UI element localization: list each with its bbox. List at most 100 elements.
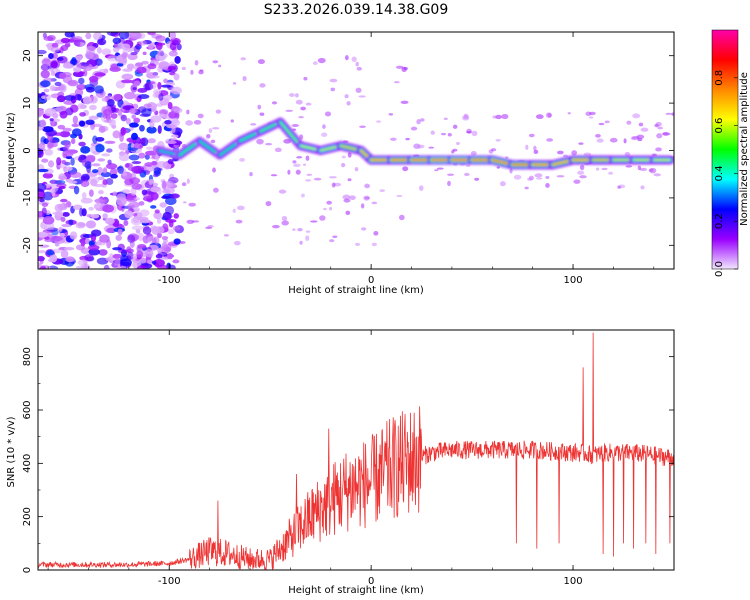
snr-x-label: Height of straight line (km) — [288, 585, 424, 596]
spectrogram-noise-cell — [651, 153, 657, 157]
spectrogram-noise-cell — [292, 160, 297, 164]
spectrogram-noise-cell — [47, 142, 54, 149]
spectrogram-noise-cell — [60, 216, 66, 222]
spectrogram-noise-cell — [257, 59, 265, 65]
spectrogram-noise-cell — [447, 132, 452, 137]
spectrogram-noise-cell — [112, 247, 123, 251]
spectrogram-noise-cell — [38, 250, 47, 254]
spectrogram-noise-cell — [38, 49, 47, 55]
spectrogram-noise-cell — [165, 219, 177, 223]
spectrogram-noise-cell — [402, 166, 409, 172]
spectrogram-noise-cell — [120, 43, 131, 50]
spectrogram-noise-cell — [85, 86, 95, 93]
spectrogram-noise-cell — [108, 118, 116, 127]
spectrogram-noise-cell — [657, 126, 663, 130]
spectrogram-noise-cell — [58, 72, 67, 79]
spectrogram-noise-cell — [249, 171, 253, 177]
spectrogram-noise-cell — [630, 136, 638, 141]
spectrogram-noise-cell — [223, 234, 229, 237]
spectrogram-noise-cell — [148, 75, 160, 79]
spectrogram-noise-cell — [49, 254, 58, 263]
spectrogram-noise-cell — [155, 253, 163, 259]
spectrogram-noise-cell — [146, 259, 154, 264]
spectrogram-noise-cell — [344, 55, 349, 61]
spectrogram-noise-cell — [73, 36, 83, 41]
spectrogram-noise-cell — [589, 111, 596, 116]
spectrogram-noise-cell — [76, 83, 87, 90]
spectrogram-noise-cell — [452, 148, 458, 152]
spectrogram-noise-cell — [534, 173, 543, 178]
spectrogram-noise-cell — [465, 164, 471, 167]
spectrogram-noise-cell — [557, 150, 564, 155]
spectrogram-noise-cell — [604, 120, 610, 124]
spectrogram-noise-cell — [137, 94, 150, 99]
spectrogram-noise-cell — [112, 47, 120, 53]
spectrogram-noise-cell — [102, 167, 108, 174]
spectrogram-noise-cell — [208, 128, 213, 134]
spectrogram-noise-cell — [128, 201, 135, 206]
spectrogram-noise-cell — [351, 56, 357, 63]
spectrogram-noise-cell — [65, 155, 73, 160]
spectrogram-noise-cell — [150, 191, 159, 201]
spectrogram-noise-cell — [116, 62, 124, 67]
spectrogram-noise-cell — [525, 144, 529, 150]
spectrogram-noise-cell — [56, 157, 62, 166]
spectrogram-noise-cell — [58, 226, 63, 233]
spectrogram-noise-cell — [159, 202, 167, 208]
spectrogram-noise-cell — [56, 57, 64, 62]
spectrogram-noise-cell — [535, 114, 544, 120]
spectrogram-noise-cell — [77, 259, 88, 266]
y-tick-label: 800 — [22, 347, 33, 366]
spectrogram-noise-cell — [79, 112, 86, 117]
spectrogram-noise-cell — [70, 157, 75, 166]
spectrogram-noise-cell — [132, 216, 140, 224]
spectrogram-noise-cell — [499, 181, 506, 187]
spectrogram-noise-cell — [55, 210, 64, 217]
x-tick-label: 100 — [564, 576, 583, 587]
spectrogram-noise-cell — [102, 179, 108, 186]
spectrogram-noise-cell — [112, 253, 123, 259]
spectrogram-noise-cell — [40, 63, 50, 71]
spectrogram-noise-cell — [44, 226, 54, 231]
spectrogram-noise-cell — [137, 232, 145, 241]
spectrogram-noise-cell — [571, 150, 578, 156]
spectrogram-noise-cell — [147, 43, 154, 50]
spectrogram-noise-cell — [573, 179, 581, 184]
spectrogram-noise-cell — [134, 197, 140, 201]
spectrogram-noise-cell — [164, 119, 172, 125]
spectrogram-noise-cell — [62, 145, 70, 152]
spectrogram-noise-cell — [68, 219, 74, 226]
spectrogram-noise-cell — [625, 165, 633, 168]
spectrogram-noise-cell — [492, 115, 497, 119]
spectrogram-noise-cell — [73, 185, 80, 195]
spectrogram-noise-cell — [94, 72, 106, 77]
spectrogram-noise-cell — [104, 217, 115, 225]
spectrogram-noise-cell — [50, 46, 61, 53]
spectrogram-noise-cell — [545, 183, 550, 188]
spectrogram-noise-cell — [51, 42, 59, 48]
spectrogram-noise-cell — [167, 65, 176, 71]
spectrogram-noise-cell — [62, 211, 70, 217]
spectrogram-noise-cell — [52, 52, 58, 59]
spectrogram-noise-cell — [87, 244, 100, 251]
spectrogram-noise-cell — [94, 85, 104, 94]
spectrogram-noise-cell — [186, 109, 190, 115]
spectrogram-noise-cell — [354, 242, 361, 246]
spectrogram-noise-cell — [153, 236, 160, 245]
spectrogram-noise-cell — [84, 254, 94, 262]
spectrogram-noise-cell — [38, 125, 44, 131]
spectrogram-noise-cell — [155, 161, 168, 168]
spectrogram-noise-cell — [509, 168, 513, 174]
spectrogram-noise-cell — [57, 124, 66, 130]
spectrogram-noise-cell — [212, 60, 219, 64]
spectrogram-noise-cell — [452, 124, 458, 129]
y-tick-label: 10 — [22, 97, 33, 110]
spectrogram-noise-cell — [150, 115, 162, 123]
spectrogram-noise-cell — [69, 58, 78, 66]
spectrogram-noise-cell — [173, 238, 181, 245]
spectrogram-noise-cell — [96, 242, 107, 246]
spectrogram-noise-cell — [105, 177, 114, 185]
spectrogram-noise-cell — [330, 87, 336, 92]
spectrogram-noise-cell — [355, 87, 362, 93]
spectrogram-noise-cell — [157, 232, 162, 239]
